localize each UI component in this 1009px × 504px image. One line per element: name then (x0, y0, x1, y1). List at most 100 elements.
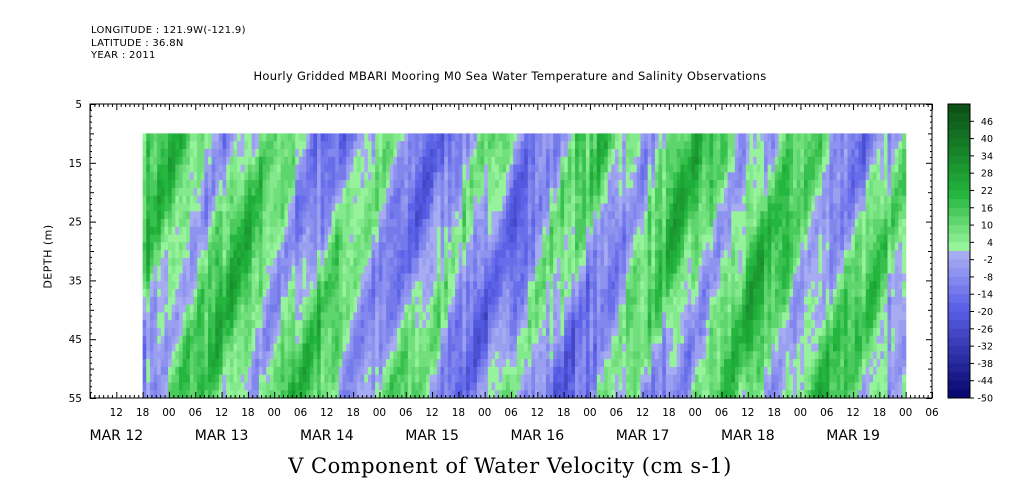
heat-cell (386, 226, 391, 236)
heat-cell (200, 359, 205, 368)
heat-cell (615, 250, 620, 259)
heat-cell (513, 211, 518, 220)
heat-cell (625, 343, 631, 352)
heat-cell (244, 164, 249, 173)
heat-cell (549, 390, 554, 399)
heat-cell (571, 164, 576, 173)
heat-cell (502, 156, 507, 166)
heat-cell (458, 296, 463, 306)
heat-cell (160, 133, 166, 142)
heat-cell (218, 289, 224, 298)
heat-cell (466, 390, 471, 399)
heat-cell (269, 133, 275, 142)
heat-cell (208, 211, 213, 220)
heat-cell (171, 304, 176, 313)
heat-cell (240, 273, 245, 282)
heat-cell (633, 156, 638, 166)
heat-cell (237, 164, 242, 173)
heat-cell (636, 195, 642, 205)
heat-cell (153, 226, 158, 236)
heat-cell (665, 289, 671, 298)
heat-cell (255, 343, 260, 352)
heat-cell (527, 133, 533, 142)
heat-cell (415, 366, 420, 376)
heat-cell (654, 343, 660, 352)
heat-cell (476, 226, 482, 236)
heat-cell (440, 390, 445, 399)
heat-cell (175, 273, 180, 282)
heat-cell (197, 343, 202, 352)
heat-cell (509, 320, 514, 329)
heat-cell (149, 390, 155, 399)
heat-cell (589, 211, 594, 220)
heat-cell (273, 257, 278, 267)
heat-cell (211, 374, 216, 384)
heat-cell (647, 148, 652, 158)
heat-cell (226, 265, 231, 275)
heat-cell (622, 359, 627, 368)
heat-cell (353, 382, 358, 391)
heat-cell (491, 335, 496, 345)
heat-cell (218, 242, 224, 251)
heat-cell (353, 195, 358, 205)
heat-cell (469, 366, 474, 376)
heat-cell (466, 203, 471, 212)
heat-cell (146, 226, 151, 236)
heat-cell (644, 265, 649, 275)
heat-cell (186, 320, 191, 329)
heat-cell (662, 304, 667, 313)
heat-cell (440, 234, 445, 243)
heat-cell (302, 250, 307, 259)
heat-cell (487, 164, 493, 173)
heat-cell (240, 219, 245, 228)
heat-cell (567, 374, 572, 384)
heat-cell (476, 327, 482, 337)
heat-cell (578, 343, 583, 352)
heat-cell (237, 343, 242, 352)
heat-cell (313, 374, 318, 384)
heat-cell (433, 148, 438, 158)
heat-cell (248, 148, 253, 158)
heat-cell (647, 382, 652, 391)
heat-cell (400, 312, 405, 321)
heat-cell (327, 359, 333, 368)
heat-cell (654, 273, 660, 282)
heat-cell (237, 281, 242, 290)
heat-cell (625, 257, 631, 267)
heat-cell (248, 304, 253, 313)
heat-cell (654, 180, 660, 189)
heat-cell (226, 359, 231, 368)
heat-cell (262, 250, 267, 259)
heat-cell (208, 296, 213, 306)
heat-cell (538, 351, 543, 360)
heat-cell (567, 164, 572, 173)
heat-cell (335, 187, 340, 197)
heat-cell (313, 257, 318, 267)
heat-cell (327, 273, 333, 282)
heat-cell (306, 390, 311, 399)
heat-cell (160, 320, 166, 329)
heat-cell (502, 141, 507, 150)
heat-cell (287, 219, 293, 228)
heat-cell (589, 304, 594, 313)
heat-cell (513, 242, 518, 251)
heat-cell (251, 312, 256, 321)
heat-cell (615, 148, 620, 158)
heat-cell (429, 296, 434, 306)
heat-cell (615, 366, 620, 376)
heat-cell (146, 211, 151, 220)
heat-cell (466, 320, 471, 329)
heat-cell (411, 320, 416, 329)
heat-cell (575, 273, 580, 282)
heat-cell (436, 327, 442, 337)
heat-cell (255, 257, 260, 267)
heat-cell (338, 242, 344, 251)
heat-cell (164, 219, 169, 228)
heat-cell (189, 226, 195, 236)
heat-cell (473, 327, 478, 337)
heat-cell (273, 141, 278, 150)
heat-cell (516, 327, 522, 337)
heat-cell (495, 296, 500, 306)
heat-cell (306, 382, 311, 391)
heat-cell (349, 133, 354, 142)
